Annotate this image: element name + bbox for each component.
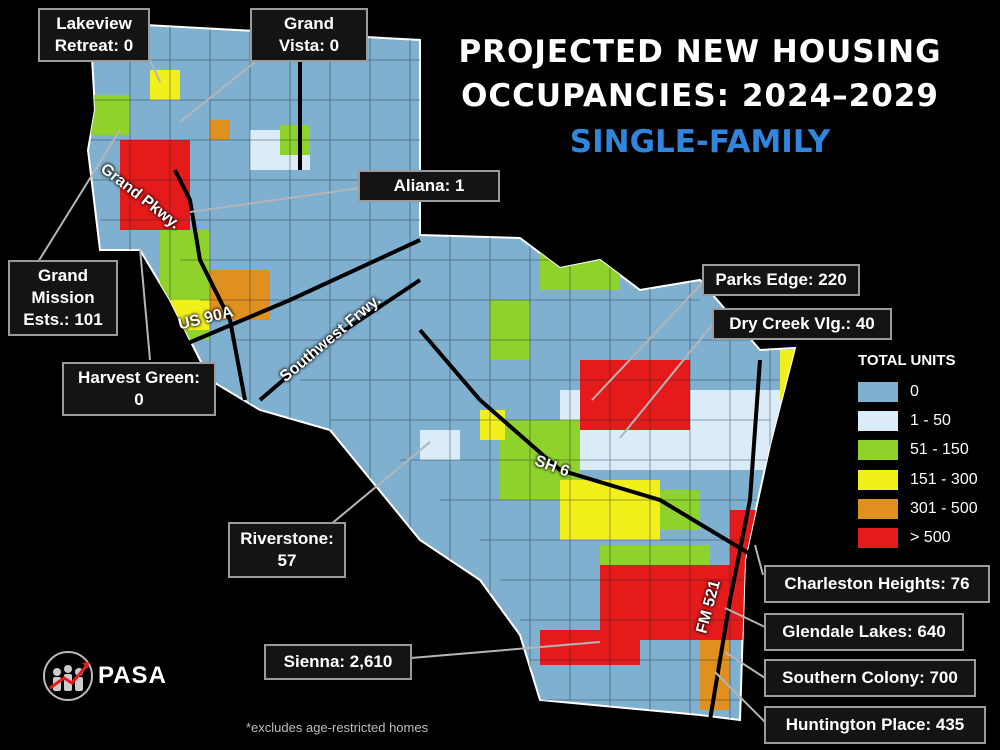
callout-text: Charleston Heights: 76 xyxy=(784,574,970,593)
callout-charleston-heights: Charleston Heights: 76 xyxy=(764,565,990,603)
legend-swatch xyxy=(858,528,898,549)
legend-label: 1 - 50 xyxy=(910,411,951,429)
callout-text: 57 xyxy=(277,551,297,570)
callout-grand-mission: Grand Mission Ests.: 101 xyxy=(8,260,118,336)
highway-southwest-frwy xyxy=(258,278,422,402)
callout-text: Mission xyxy=(31,288,95,307)
callout-text: Parks Edge: 220 xyxy=(715,270,847,289)
legend-row: 0 xyxy=(858,377,978,406)
callout-southern-colony: Southern Colony: 700 xyxy=(764,659,976,697)
legend-swatch xyxy=(858,410,898,431)
zone-red xyxy=(120,140,190,230)
callout-text: Ests.: 101 xyxy=(23,310,103,329)
callout-text: Vista: 0 xyxy=(278,36,340,55)
legend-label: 51 - 150 xyxy=(910,441,969,459)
legend-row: > 500 xyxy=(858,523,978,552)
callout-grand-vista: Grand Vista: 0 xyxy=(250,8,368,62)
legend-row: 151 - 300 xyxy=(858,465,978,494)
zone-yellow xyxy=(780,350,795,400)
callout-text: Aliana: 1 xyxy=(393,176,465,195)
zone-green xyxy=(540,250,620,290)
footnote: *excludes age-restricted homes xyxy=(246,720,429,735)
legend-row: 51 - 150 xyxy=(858,436,978,465)
callout-text: Harvest Green: xyxy=(78,368,200,387)
callout-text: Southern Colony: 700 xyxy=(782,668,958,687)
callout-text: Retreat: 0 xyxy=(54,36,134,55)
callout-huntington-place: Huntington Place: 435 xyxy=(764,706,986,744)
zone-red xyxy=(540,630,640,665)
map-legend: TOTAL UNITS 0 1 - 50 51 - 150 151 - 300 … xyxy=(858,352,978,553)
callout-text: Riverstone: xyxy=(240,529,334,548)
callout-text: Sienna: 2,610 xyxy=(283,652,393,671)
callout-aliana: Aliana: 1 xyxy=(358,170,500,202)
legend-swatch xyxy=(858,469,898,490)
highway-us90a xyxy=(159,238,421,357)
callout-riverstone: Riverstone: 57 xyxy=(228,522,346,578)
zone-yellow xyxy=(150,70,180,100)
callout-harvest-green: Harvest Green: 0 xyxy=(62,362,216,416)
callout-lakeview-retreat: Lakeview Retreat: 0 xyxy=(38,8,150,62)
callout-text: Huntington Place: 435 xyxy=(785,715,965,734)
legend-label: 0 xyxy=(910,382,919,400)
title-line2: OCCUPANCIES: 2024–2029 xyxy=(461,78,939,114)
highway-fm521 xyxy=(708,359,762,721)
legend-swatch xyxy=(858,440,898,461)
legend-label: > 500 xyxy=(910,529,951,547)
highway-sh6 xyxy=(418,328,762,562)
callout-text: Grand xyxy=(283,14,335,33)
legend-row: 301 - 500 xyxy=(858,494,978,523)
zone-green xyxy=(490,300,530,360)
zone-orange xyxy=(210,120,230,140)
callout-text: Lakeview xyxy=(56,14,132,33)
callout-text: 0 xyxy=(134,390,144,409)
legend-label: 301 - 500 xyxy=(910,499,978,517)
title-subtitle: SINGLE-FAMILY xyxy=(569,124,831,160)
callout-glendale-lakes: Glendale Lakes: 640 xyxy=(764,613,964,651)
highway-grand-pkwy xyxy=(173,169,247,401)
pasa-logo-text: PASA xyxy=(98,662,167,689)
legend-swatch xyxy=(858,381,898,402)
pasa-logo: PASA xyxy=(42,648,182,704)
pasa-logo-icon xyxy=(43,651,93,701)
title-line1: PROJECTED NEW HOUSING xyxy=(458,34,942,70)
legend-label: 151 - 300 xyxy=(910,470,978,488)
callout-dry-creek: Dry Creek Vlg.: 40 xyxy=(712,308,892,340)
zone-green xyxy=(90,95,130,135)
zone-red xyxy=(600,565,750,640)
legend-swatch xyxy=(858,498,898,519)
legend-row: 1 - 50 xyxy=(858,406,978,435)
callout-text: Dry Creek Vlg.: 40 xyxy=(729,314,875,333)
callout-sienna: Sienna: 2,610 xyxy=(264,644,412,680)
callout-parks-edge: Parks Edge: 220 xyxy=(702,264,860,296)
zone-yellow xyxy=(480,410,505,440)
callout-text: Glendale Lakes: 640 xyxy=(782,622,946,641)
legend-title: TOTAL UNITS xyxy=(858,352,956,369)
callout-text: Grand xyxy=(37,266,89,285)
map-title: PROJECTED NEW HOUSING OCCUPANCIES: 2024–… xyxy=(440,30,960,166)
